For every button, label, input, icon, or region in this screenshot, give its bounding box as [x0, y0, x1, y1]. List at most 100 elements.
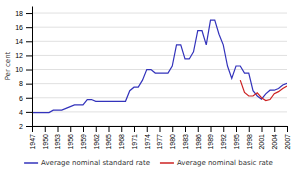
tick: 18: [15, 10, 32, 17]
tick: 2007: [284, 126, 291, 150]
grid-line: [32, 111, 287, 112]
tick: 1962: [93, 126, 100, 150]
tick-label: 12: [15, 52, 23, 59]
legend-swatch: [160, 162, 174, 164]
tick-label: 1953: [54, 134, 61, 150]
tick-mark: [287, 126, 288, 132]
tick: 1968: [118, 126, 125, 150]
tick-mark: [274, 126, 275, 132]
tick-label: 1947: [29, 134, 36, 150]
tick: 6: [19, 95, 32, 102]
tick-label: 1986: [195, 134, 202, 150]
tick-label: 16: [15, 24, 23, 31]
tick: 1992: [220, 126, 227, 150]
tick-mark: [147, 126, 148, 132]
tick: 10: [15, 66, 32, 73]
tick-label: 1989: [207, 134, 214, 150]
tick-mark: [160, 126, 161, 132]
y-axis: 2 4 6 8 10 12 14 16 18: [15, 7, 32, 130]
tick-label: 6: [19, 95, 23, 102]
series-line: [240, 80, 287, 100]
tick-mark: [109, 126, 110, 132]
tick: 1959: [80, 126, 87, 150]
tick-mark: [26, 41, 32, 42]
legend-label: Average nominal basic rate: [177, 159, 273, 167]
grid: [32, 13, 287, 126]
tick: 2004: [271, 126, 278, 150]
tick: 1989: [207, 126, 214, 150]
grid-line: [32, 27, 287, 28]
tick-label: 1968: [118, 134, 125, 150]
grid-line: [32, 83, 287, 84]
tick-mark: [26, 55, 32, 56]
tick: 1965: [105, 126, 112, 150]
tick: 1953: [54, 126, 61, 150]
tick-label: 1962: [93, 134, 100, 150]
x-axis: 1947 1950 1953 1956 1959 1962 1965 1968 1971 1974…: [29, 126, 291, 150]
tick-label: 1965: [105, 134, 112, 150]
tick: 1998: [246, 126, 253, 150]
series-group: [32, 20, 287, 112]
tick-mark: [211, 126, 212, 132]
tick-mark: [45, 126, 46, 132]
tick-mark: [134, 126, 135, 132]
tick-label: 1971: [131, 134, 138, 150]
tick-mark: [236, 126, 237, 132]
legend-label: Average nominal standard rate: [41, 159, 150, 167]
grid-line: [32, 13, 287, 14]
tick-mark: [26, 70, 32, 71]
tick-mark: [70, 126, 71, 132]
tick-mark: [185, 126, 186, 132]
tick: 4: [19, 109, 32, 116]
tick: 2: [19, 123, 32, 130]
grid-line: [32, 97, 287, 98]
tick-mark: [96, 126, 97, 132]
tick: 1950: [42, 126, 49, 150]
tick-label: 2004: [271, 134, 278, 150]
axis-line: [32, 7, 33, 127]
tick-label: 4: [19, 109, 23, 116]
tick: 12: [15, 52, 32, 59]
tick-label: 1974: [144, 134, 151, 150]
tick-label: 2: [19, 123, 23, 130]
series-line: [32, 20, 287, 112]
tick-mark: [58, 126, 59, 132]
tick: 2001: [258, 126, 265, 150]
tick-label: 1992: [220, 134, 227, 150]
tick-mark: [26, 13, 32, 14]
legend-item: Average nominal basic rate: [160, 159, 273, 167]
y-axis-title: Per cent: [4, 51, 12, 80]
tick-label: 14: [15, 38, 23, 45]
tick-mark: [26, 84, 32, 85]
tick-label: 1995: [233, 134, 240, 150]
tick-mark: [198, 126, 199, 132]
plot: 1947 1950 1953 1956 1959 1962 1965 1968 1971 1974…: [15, 7, 291, 150]
tick-label: 1998: [246, 134, 253, 150]
tick: 1986: [195, 126, 202, 150]
chart: 1947 1950 1953 1956 1959 1962 1965 1968 1971 1974…: [0, 0, 297, 170]
tick-label: 1956: [67, 134, 74, 150]
tick-label: 1980: [169, 134, 176, 150]
tick: 14: [15, 38, 32, 45]
tick-mark: [26, 27, 32, 28]
tick-label: 2001: [258, 134, 265, 150]
tick: 1956: [67, 126, 74, 150]
tick-label: 1959: [80, 134, 87, 150]
tick-mark: [26, 98, 32, 99]
tick-label: 1983: [182, 134, 189, 150]
grid-line: [32, 69, 287, 70]
tick: 1977: [156, 126, 163, 150]
tick: 16: [15, 24, 32, 31]
grid-line: [32, 41, 287, 42]
tick-mark: [26, 112, 32, 113]
legend-swatch: [24, 162, 38, 164]
tick-mark: [121, 126, 122, 132]
tick: 1995: [233, 126, 240, 150]
tick: 1983: [182, 126, 189, 150]
tick-mark: [83, 126, 84, 132]
tick-mark: [223, 126, 224, 132]
tick-mark: [26, 126, 32, 127]
tick-mark: [249, 126, 250, 132]
tick: 8: [19, 80, 32, 87]
tick-mark: [262, 126, 263, 132]
